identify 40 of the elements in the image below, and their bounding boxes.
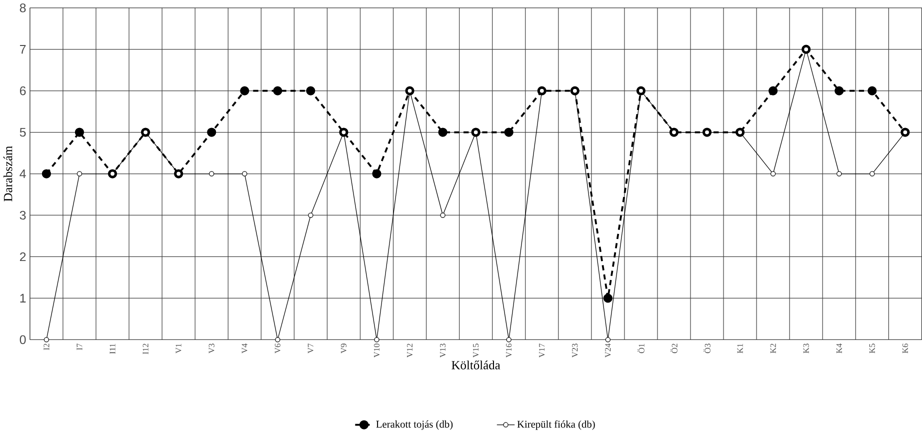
x-tick-label: I11 [110, 344, 116, 354]
x-tick-label: V17 [539, 343, 545, 358]
x-axis-title: Költőláda [452, 360, 500, 370]
x-tick-label: V24 [605, 343, 611, 358]
x-tick-label: I12 [142, 344, 148, 354]
x-tick-label: K5 [869, 343, 875, 354]
y-tick-label: 8 [20, 3, 26, 12]
x-tick-label: Ö3 [704, 343, 710, 353]
y-tick-label: 7 [20, 44, 26, 54]
x-tick-label: V13 [440, 343, 446, 358]
x-tick-label: Ö1 [638, 344, 644, 353]
x-tick-label: V1 [176, 344, 182, 354]
x-tick-label: V9 [340, 344, 347, 354]
x-tick-label: V6 [274, 343, 280, 354]
x-tick-label: V23 [572, 343, 578, 358]
x-tick-label: V4 [242, 343, 248, 354]
x-tick-label: V3 [208, 343, 214, 354]
x-tick-label: V12 [406, 344, 413, 358]
y-axis-title: Darabszám [3, 146, 12, 202]
x-tick-label: V7 [308, 343, 314, 354]
x-tick-label: K6 [902, 343, 908, 354]
y-tick-label: 1 [20, 294, 26, 302]
x-tick-label: V10 [374, 343, 380, 358]
x-tick-label: K2 [770, 344, 776, 354]
y-tick-label: 6 [20, 86, 26, 96]
x-tick-label: K3 [803, 343, 809, 354]
x-tick-label: K4 [836, 343, 842, 354]
y-tick-label: 0 [20, 335, 26, 344]
y-tick-label: 5 [20, 128, 26, 136]
x-tick-label: K1 [737, 344, 743, 354]
y-tick-label: 2 [20, 252, 26, 261]
x-tick-label: I2 [44, 344, 50, 350]
x-tick-label: V15 [473, 343, 479, 358]
y-tick-label: 4 [20, 169, 26, 178]
x-tick-label: V16 [506, 343, 512, 358]
legend-label: Lerakott tojás (db) [376, 420, 453, 430]
x-tick-label: Ö2 [670, 344, 678, 353]
legend-label: Kirepült fióka (db) [517, 420, 595, 430]
x-tick-label: I7 [76, 343, 82, 350]
y-tick-label: 3 [20, 210, 26, 220]
